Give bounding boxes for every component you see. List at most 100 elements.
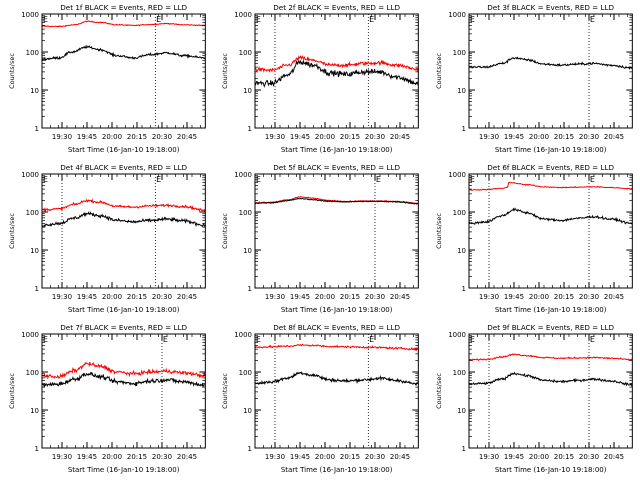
event-marker-label: E [589,175,594,184]
event-marker-label: E [256,335,261,344]
x-tick-label: 20:15 [554,453,574,461]
y-tick-label: 100 [26,209,39,217]
chart-title: Det 8f BLACK = Events, RED = LLD [274,323,401,332]
x-axis-label: Start Time (16-Jan-10 19:18:00) [68,146,180,154]
x-tick-label: 20:15 [127,133,147,141]
x-tick-label: 19:30 [52,293,72,301]
y-tick-label: 100 [26,49,39,57]
plot-frame [254,333,420,449]
x-tick-label: 20:15 [340,453,360,461]
event-marker-label: E [163,335,168,344]
y-axis-label: Counts/sec [221,53,229,89]
detector-chart-9: Det 9f BLACK = Events, RED = LLD Counts/s… [435,323,633,474]
plot-frame [468,13,633,129]
event-marker-label: E [589,335,594,344]
y-axis-label: Counts/sec [435,213,443,249]
x-tick-label: 20:00 [315,133,335,141]
event-marker-label: E [469,335,474,344]
y-tick-label: 1 [461,285,465,293]
chart-title: Det 1f BLACK = Events, RED = LLD [60,3,187,12]
x-axis-label: Start Time (16-Jan-10 19:18:00) [281,466,393,474]
x-tick-label: 20:30 [579,133,599,141]
x-tick-label: 19:45 [290,133,310,141]
x-tick-label: 20:15 [340,293,360,301]
events-series-line [255,197,419,205]
x-tick-label: 20:30 [152,453,172,461]
lld-series-line [41,20,206,28]
x-tick-label: 20:00 [315,293,335,301]
x-tick-label: 20:45 [604,293,624,301]
x-tick-label: 20:15 [127,293,147,301]
x-tick-label: 20:45 [177,293,197,301]
x-tick-label: 20:00 [529,293,549,301]
chart-title: Det 9f BLACK = Events, RED = LLD [487,323,614,332]
event-marker-label: E [43,15,48,24]
y-axis-label: Counts/sec [221,213,229,249]
chart-title: Det 6f BLACK = Events, RED = LLD [487,163,614,172]
x-axis-label: Start Time (16-Jan-10 19:18:00) [495,466,607,474]
x-tick-label: 20:00 [102,453,122,461]
plot-frame [254,13,420,129]
detector-chart-7: Det 7f BLACK = Events, RED = LLD Counts/s… [8,323,206,474]
y-tick-label: 10 [30,407,39,415]
plot-frame [41,333,206,449]
y-tick-label: 1 [461,445,465,453]
events-series-line [41,371,206,389]
lld-series-line [255,343,419,352]
y-tick-label: 10 [30,247,39,255]
events-series-line [468,371,633,388]
events-series-line [468,207,633,225]
x-tick-label: 19:45 [504,453,524,461]
y-axis-label: Counts/sec [8,373,16,409]
plot-frame [468,173,633,289]
x-tick-label: 20:30 [579,293,599,301]
y-tick-label: 100 [452,209,465,217]
detector-chart-2: Det 2f BLACK = Events, RED = LLD Counts/s… [221,3,420,154]
y-tick-label: 10 [457,87,466,95]
x-axis-label: Start Time (16-Jan-10 19:18:00) [281,306,393,314]
x-axis-label: Start Time (16-Jan-10 19:18:00) [68,466,180,474]
y-tick-label: 100 [26,369,39,377]
x-tick-label: 20:45 [390,133,410,141]
x-tick-label: 20:00 [529,453,549,461]
y-tick-label: 100 [452,49,465,57]
event-marker-label: E [369,15,374,24]
y-tick-label: 10 [243,407,252,415]
chart-title: Det 7f BLACK = Events, RED = LLD [60,323,187,332]
x-tick-label: 20:30 [365,453,385,461]
chart-title: Det 3f BLACK = Events, RED = LLD [487,3,614,12]
y-tick-label: 1 [248,445,252,453]
detector-chart-6: Det 6f BLACK = Events, RED = LLD Counts/s… [435,163,633,314]
x-tick-label: 20:30 [152,293,172,301]
y-axis-label: Counts/sec [435,53,443,89]
event-marker-label: E [469,15,474,24]
x-tick-label: 19:30 [265,453,285,461]
x-tick-label: 19:45 [290,293,310,301]
detector-chart-1: Det 1f BLACK = Events, RED = LLD Counts/s… [8,3,206,154]
plot-frame [254,173,420,289]
x-axis-label: Start Time (16-Jan-10 19:18:00) [495,146,607,154]
lld-series-line [255,55,420,73]
events-series-line [254,59,419,88]
plot-frame [41,173,206,289]
events-series-line [41,44,206,62]
detector-chart-4: Det 4f BLACK = Events, RED = LLD Counts/s… [8,163,206,314]
y-tick-label: 10 [457,407,466,415]
x-tick-label: 20:00 [102,133,122,141]
event-marker-label: E [589,15,594,24]
y-tick-label: 10 [243,87,252,95]
x-tick-label: 20:00 [102,293,122,301]
event-marker-label: E [369,335,374,344]
y-tick-label: 1000 [235,11,253,19]
y-tick-label: 1000 [21,11,39,19]
x-tick-label: 20:30 [152,133,172,141]
event-marker-label: E [43,335,48,344]
x-tick-label: 20:45 [390,293,410,301]
x-tick-label: 19:45 [77,293,97,301]
x-tick-label: 19:30 [265,133,285,141]
chart-title: Det 5f BLACK = Events, RED = LLD [274,163,401,172]
plot-frame [41,13,206,129]
event-marker-label: E [156,15,161,24]
x-axis-label: Start Time (16-Jan-10 19:18:00) [495,306,607,314]
detector-chart-3: Det 3f BLACK = Events, RED = LLD Counts/s… [435,3,633,154]
